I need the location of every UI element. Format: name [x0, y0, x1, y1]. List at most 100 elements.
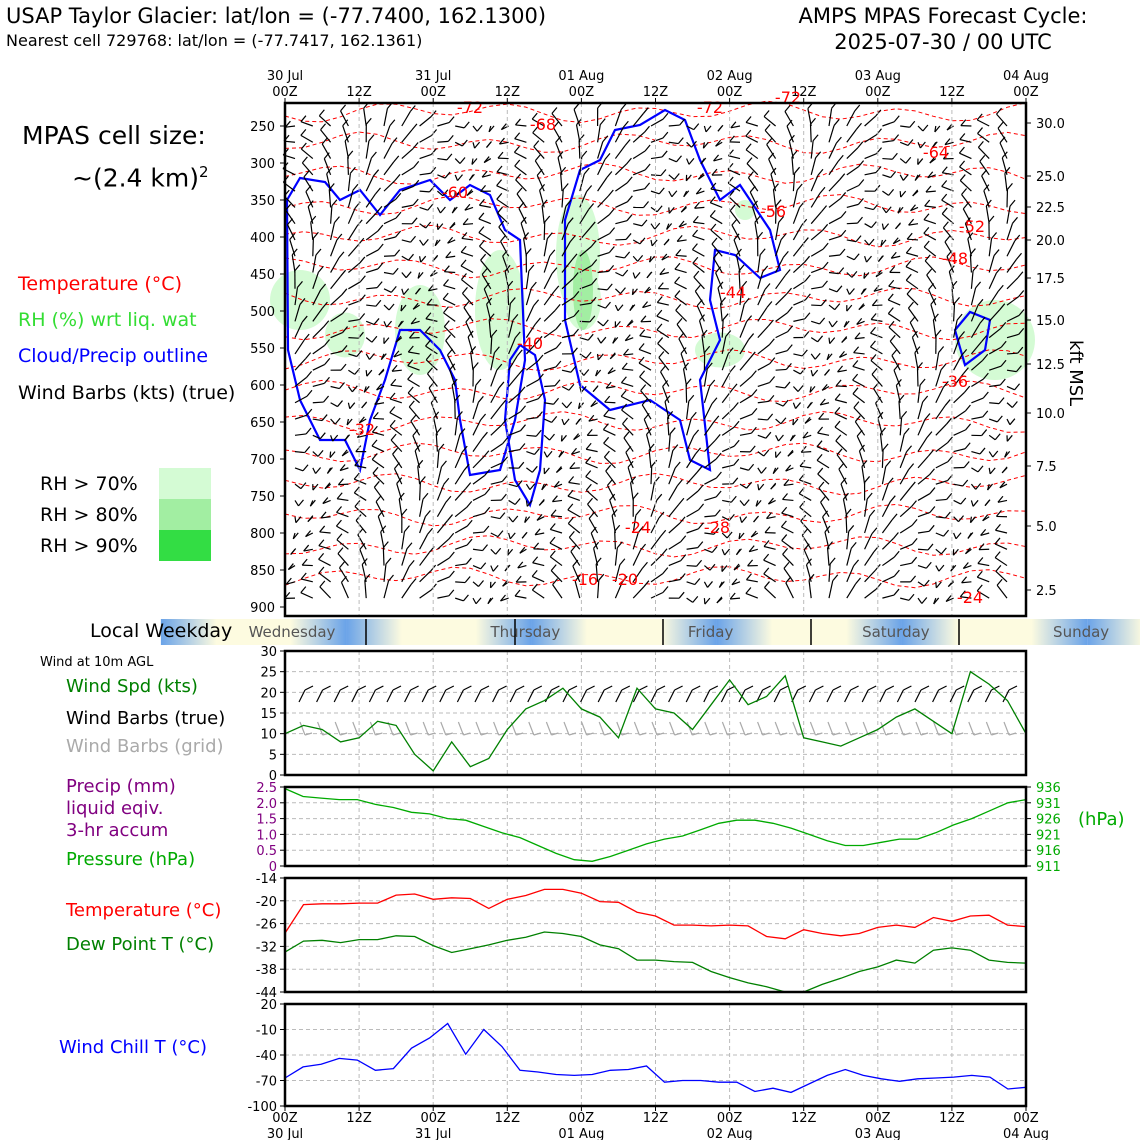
- wind-barb: [525, 335, 543, 355]
- wind-barb-10m: [439, 689, 447, 703]
- wind-barb: [389, 406, 403, 420]
- wind-barb-flag: [753, 515, 760, 523]
- wind-barb-flag: [994, 433, 1001, 441]
- wind-barb: [460, 245, 474, 257]
- wind-barb-staff: [793, 369, 801, 375]
- wind-barb: [597, 336, 607, 344]
- wind-barb-flag: [804, 293, 811, 301]
- wind-barb-staff: [541, 205, 545, 224]
- wind-barb-flag: [984, 499, 991, 507]
- wind-barb-staff: [455, 544, 468, 550]
- grid-barb-10m-flag: [885, 732, 893, 736]
- wind-barb-flag: [810, 117, 816, 125]
- wind-barb: [754, 215, 761, 241]
- wind-barb-staff: [906, 293, 919, 306]
- wind-barb: [985, 199, 992, 224]
- wind-barb-staff: [757, 400, 769, 404]
- wind-barb-staff: [678, 338, 688, 355]
- wind-barb: [721, 531, 733, 539]
- wind-barb-flag: [848, 288, 855, 295]
- wind-barb-staff: [595, 563, 599, 582]
- wind-barb-flag: [425, 339, 432, 347]
- wind-barb-flag: [392, 447, 399, 455]
- pressure-ytick: 936: [1036, 781, 1061, 796]
- wind-barb-staff: [615, 271, 623, 277]
- wind-barb-staff: [449, 369, 456, 387]
- rh70-label: RH > 70%: [40, 473, 138, 495]
- wind-barb: [401, 508, 408, 534]
- wind-barb-staff: [696, 190, 705, 195]
- wind-barb-flag: [680, 347, 687, 354]
- wind-barb: [793, 367, 806, 375]
- wind-barb-flag: [698, 522, 704, 530]
- wind-barb-flag: [318, 539, 325, 547]
- wind-barb-flag: [747, 171, 754, 179]
- wind-barb: [508, 314, 519, 338]
- wind-barb: [393, 462, 403, 485]
- wind-barb: [320, 511, 331, 519]
- wind-barb-staff: [935, 442, 948, 453]
- wind-barb-flag: [490, 581, 496, 589]
- wind-barb-staff: [294, 500, 299, 507]
- wind-barb: [941, 193, 954, 208]
- wind-barb-flag: [877, 255, 884, 262]
- wind-barb: [436, 223, 444, 231]
- wind-barb: [419, 129, 438, 143]
- wind-barb-staff: [622, 368, 634, 371]
- wind-barb: [668, 591, 685, 599]
- wind-barb: [808, 573, 815, 599]
- wind-barb-staff: [294, 451, 305, 454]
- wind-barb: [285, 577, 296, 585]
- wind-barb-staff: [935, 516, 946, 519]
- wind-barb-flag: [960, 497, 967, 505]
- wind-barb: [377, 510, 385, 534]
- wind-barb: [864, 109, 882, 127]
- wind-barb: [757, 301, 773, 322]
- wind-barb: [818, 481, 830, 501]
- wind-barb: [312, 376, 330, 388]
- wind-barb: [945, 595, 954, 603]
- wind-barb-staff: [481, 274, 492, 290]
- wind-barb-flag: [685, 174, 692, 182]
- wind-barb: [680, 347, 688, 371]
- wind-barb: [976, 584, 990, 599]
- top-date-label: 01 Aug: [558, 69, 604, 84]
- wind-barb-staff: [757, 484, 760, 491]
- wind-barb-staff: [523, 238, 527, 257]
- wind-barb-staff: [532, 132, 545, 143]
- wind-barb-10m: [773, 689, 781, 703]
- wind-barb: [605, 381, 616, 389]
- wind-barb-flag: [911, 519, 918, 526]
- wind-barb-flag: [704, 597, 711, 605]
- wind-barb-flag: [300, 142, 307, 150]
- wind-barb-flag: [572, 272, 579, 279]
- wind-barb-flag: [956, 313, 963, 321]
- wind-barb-staff: [425, 318, 438, 322]
- wind-barb-staff: [623, 437, 634, 452]
- wind-barb-flag: [699, 314, 705, 322]
- wind-barb-staff: [465, 321, 474, 338]
- wind-barb-staff: [312, 326, 325, 339]
- wind-barb: [882, 115, 900, 127]
- wind-barb: [768, 152, 777, 176]
- legend-dewpoint: Dew Point T (°C): [66, 934, 215, 955]
- wind-barb-flag: [614, 524, 621, 532]
- wind-barb: [579, 351, 592, 359]
- wind-barb-staff: [995, 570, 1008, 583]
- chill-ytick: -100: [247, 1100, 277, 1115]
- wind-barb: [989, 415, 1003, 423]
- wind-barb-staff: [971, 451, 981, 455]
- wind-barb: [417, 272, 424, 279]
- wind-barb: [739, 389, 758, 404]
- wind-barb-flag: [995, 266, 1002, 274]
- wind-barb-flag: [960, 119, 967, 127]
- grid-barb-10m-flag: [903, 732, 911, 736]
- wind-barb-staff: [525, 287, 532, 306]
- wind-barb-staff: [864, 134, 877, 143]
- wind-barb-flag: [356, 219, 363, 227]
- wind-barb-staff: [703, 368, 708, 387]
- wind-barb-staff: [574, 580, 581, 599]
- wind-barb: [579, 167, 590, 192]
- wind-barb-flag: [840, 192, 847, 199]
